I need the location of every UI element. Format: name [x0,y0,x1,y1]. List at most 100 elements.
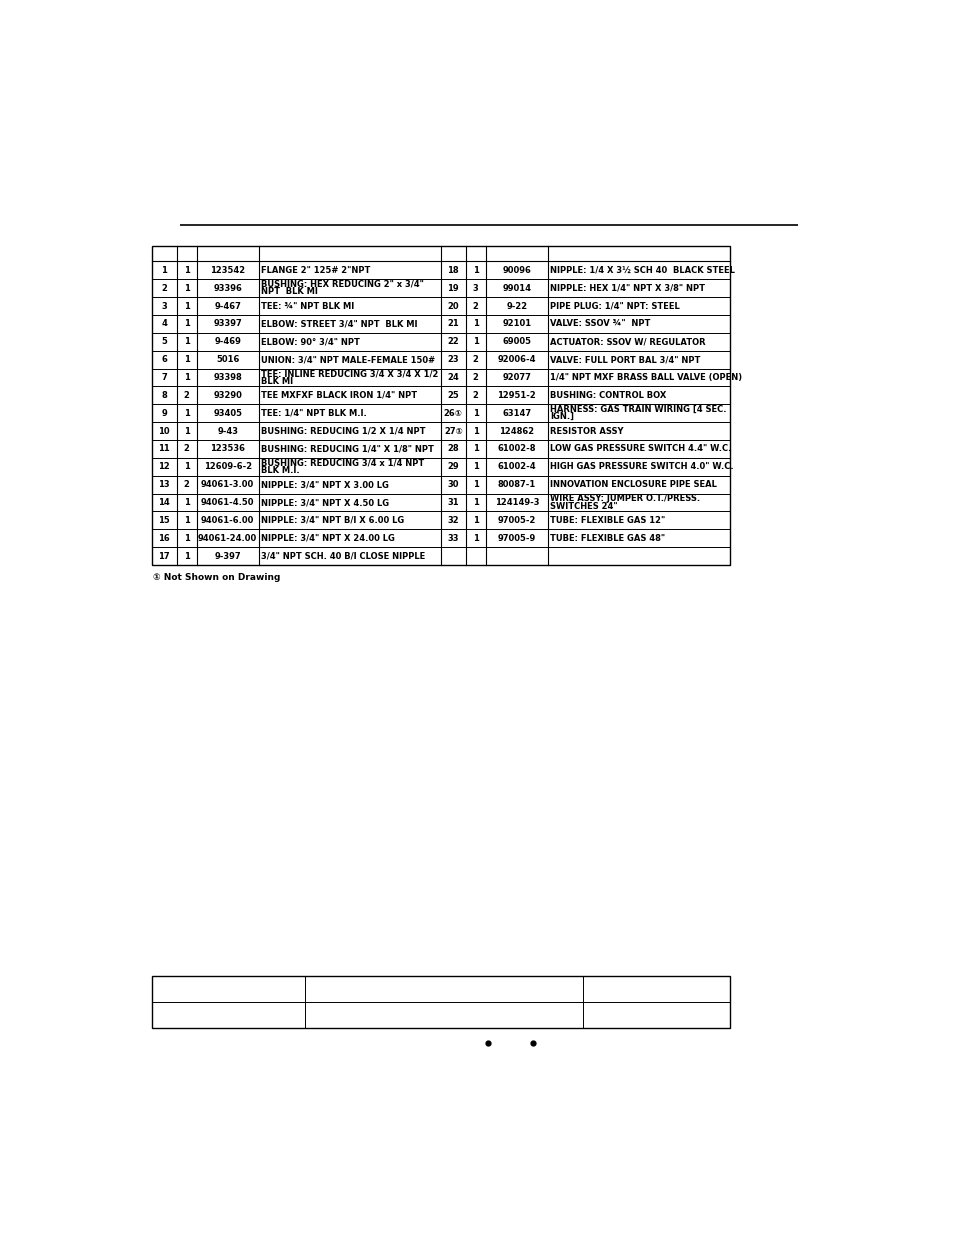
Text: 25: 25 [447,390,458,400]
Text: 1: 1 [184,462,190,472]
Text: HARNESS: GAS TRAIN WIRING [4 SEC.: HARNESS: GAS TRAIN WIRING [4 SEC. [550,405,726,414]
Text: TUBE: FLEXIBLE GAS 12": TUBE: FLEXIBLE GAS 12" [550,516,664,525]
Text: 1: 1 [473,534,478,542]
Text: 1: 1 [473,498,478,508]
Text: BUSHING: HEX REDUCING 2" x 3/4": BUSHING: HEX REDUCING 2" x 3/4" [261,280,423,289]
Text: 11: 11 [158,445,170,453]
Text: 14: 14 [158,498,170,508]
Text: 124149-3: 124149-3 [494,498,538,508]
Text: 9-469: 9-469 [214,337,241,346]
Text: 1: 1 [161,266,167,275]
Text: IGN.]: IGN.] [550,412,574,421]
Text: 1: 1 [473,480,478,489]
Text: 90096: 90096 [502,266,531,275]
Text: NIPPLE: 3/4" NPT X 3.00 LG: NIPPLE: 3/4" NPT X 3.00 LG [261,480,389,489]
Text: WIRE ASSY: JUMPER O.T./PRESS.: WIRE ASSY: JUMPER O.T./PRESS. [550,494,700,503]
Text: 92077: 92077 [502,373,531,382]
Text: 92101: 92101 [501,320,531,329]
Text: 1: 1 [184,320,190,329]
Text: NIPPLE: 3/4" NPT X 4.50 LG: NIPPLE: 3/4" NPT X 4.50 LG [261,498,389,508]
Text: 94061-6.00: 94061-6.00 [201,516,254,525]
Text: 2: 2 [184,480,190,489]
Text: 12: 12 [158,462,170,472]
Text: 12609-6-2: 12609-6-2 [204,462,252,472]
Text: 2: 2 [473,356,478,364]
Text: 1: 1 [473,266,478,275]
Text: 16: 16 [158,534,170,542]
Text: 1: 1 [184,373,190,382]
Text: 1: 1 [473,462,478,472]
Text: 20: 20 [447,301,458,310]
Text: TEE MXFXF BLACK IRON 1/4" NPT: TEE MXFXF BLACK IRON 1/4" NPT [261,390,416,400]
Text: 7: 7 [161,373,167,382]
Text: 18: 18 [447,266,458,275]
Text: 63147: 63147 [501,409,531,417]
Text: 1: 1 [184,301,190,310]
Text: 2: 2 [184,390,190,400]
Text: 22: 22 [447,337,458,346]
Text: FLANGE 2" 125# 2"NPT: FLANGE 2" 125# 2"NPT [261,266,370,275]
Text: 1: 1 [184,498,190,508]
Text: 2: 2 [473,373,478,382]
Text: 26①: 26① [443,409,462,417]
Text: 9: 9 [161,409,167,417]
Text: 21: 21 [447,320,458,329]
Text: 1/4" NPT MXF BRASS BALL VALVE (OPEN): 1/4" NPT MXF BRASS BALL VALVE (OPEN) [550,373,741,382]
Text: 123536: 123536 [210,445,245,453]
Text: 80087-1: 80087-1 [497,480,536,489]
Text: 69005: 69005 [502,337,531,346]
Text: 1: 1 [184,552,190,561]
Text: 93290: 93290 [213,390,242,400]
Text: HIGH GAS PRESSURE SWITCH 4.0" W.C.: HIGH GAS PRESSURE SWITCH 4.0" W.C. [550,462,733,472]
Text: NIPPLE: 1/4 X 3½ SCH 40  BLACK STEEL: NIPPLE: 1/4 X 3½ SCH 40 BLACK STEEL [550,266,734,275]
Text: 3: 3 [473,284,478,293]
Text: 9-22: 9-22 [506,301,527,310]
Text: 123542: 123542 [210,266,245,275]
Text: 93396: 93396 [213,284,242,293]
Text: 32: 32 [447,516,458,525]
Text: 24: 24 [447,373,458,382]
Text: 94061-24.00: 94061-24.00 [198,534,257,542]
Text: 1: 1 [473,516,478,525]
Text: BUSHING: REDUCING 1/2 X 1/4 NPT: BUSHING: REDUCING 1/2 X 1/4 NPT [261,426,425,436]
Text: 9-397: 9-397 [214,552,241,561]
Text: 27①: 27① [443,426,462,436]
Text: BUSHING: REDUCING 1/4" X 1/8" NPT: BUSHING: REDUCING 1/4" X 1/8" NPT [261,445,434,453]
Text: TEE: 1/4" NPT BLK M.I.: TEE: 1/4" NPT BLK M.I. [261,409,367,417]
Text: 9-467: 9-467 [214,301,241,310]
Text: 94061-3.00: 94061-3.00 [201,480,254,489]
Text: 93397: 93397 [213,320,242,329]
Text: 1: 1 [473,337,478,346]
Text: NIPPLE: 3/4" NPT B/I X 6.00 LG: NIPPLE: 3/4" NPT B/I X 6.00 LG [261,516,404,525]
Text: NIPPLE: HEX 1/4" NPT X 3/8" NPT: NIPPLE: HEX 1/4" NPT X 3/8" NPT [550,284,704,293]
Bar [152,246,729,566]
Text: 2: 2 [473,390,478,400]
Text: 1: 1 [184,337,190,346]
Text: 13: 13 [158,480,170,489]
Text: 5016: 5016 [215,356,239,364]
Text: UNION: 3/4" NPT MALE-FEMALE 150#: UNION: 3/4" NPT MALE-FEMALE 150# [261,356,435,364]
Text: TEE: ¾" NPT BLK MI: TEE: ¾" NPT BLK MI [261,301,354,310]
Text: 1: 1 [184,426,190,436]
Text: 94061-4.50: 94061-4.50 [201,498,254,508]
Text: 1: 1 [184,516,190,525]
Text: 30: 30 [447,480,458,489]
Text: ELBOW: STREET 3/4" NPT  BLK MI: ELBOW: STREET 3/4" NPT BLK MI [261,320,417,329]
Text: 17: 17 [158,552,170,561]
Text: BUSHING: REDUCING 3/4 x 1/4 NPT: BUSHING: REDUCING 3/4 x 1/4 NPT [261,458,424,467]
Text: BLK MI: BLK MI [261,377,293,385]
Text: 97005-2: 97005-2 [497,516,536,525]
Text: PIPE PLUG: 1/4" NPT: STEEL: PIPE PLUG: 1/4" NPT: STEEL [550,301,679,310]
Text: TEE: INLINE REDUCING 3/4 X 3/4 X 1/2: TEE: INLINE REDUCING 3/4 X 3/4 X 1/2 [261,369,438,378]
Text: VALVE: SSOV ¾"  NPT: VALVE: SSOV ¾" NPT [550,320,650,329]
Text: 12951-2: 12951-2 [497,390,536,400]
Text: 1: 1 [184,284,190,293]
Text: 5: 5 [161,337,167,346]
Text: LOW GAS PRESSURE SWITCH 4.4" W.C.: LOW GAS PRESSURE SWITCH 4.4" W.C. [550,445,731,453]
Text: 93398: 93398 [213,373,242,382]
Text: TUBE: FLEXIBLE GAS 48": TUBE: FLEXIBLE GAS 48" [550,534,664,542]
Text: 1: 1 [473,426,478,436]
Text: 1: 1 [473,445,478,453]
Text: 1: 1 [473,409,478,417]
Text: BLK M.I.: BLK M.I. [261,466,299,475]
